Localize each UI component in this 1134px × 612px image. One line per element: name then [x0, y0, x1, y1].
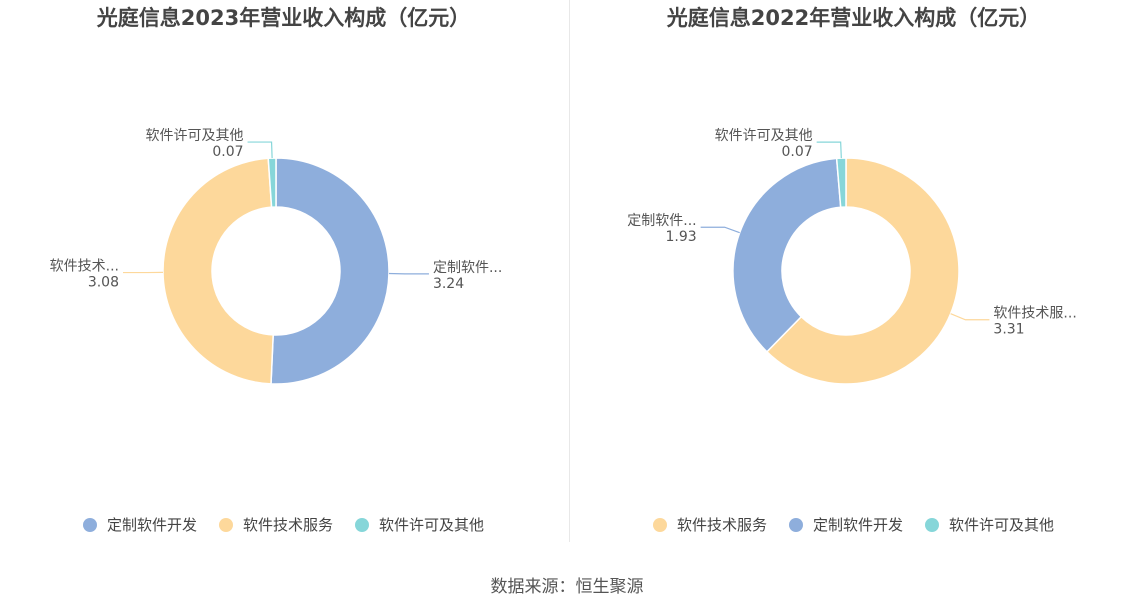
slice-value-label: 0.07 — [781, 144, 812, 160]
legend-marker — [925, 517, 939, 532]
label-leader-line — [950, 313, 990, 321]
pie-slice[interactable] — [270, 157, 390, 385]
slice-label: 软件技术... — [50, 259, 119, 275]
legend-label: 软件技术服务 — [242, 516, 333, 534]
pie-slice[interactable] — [162, 157, 274, 385]
label-leader-line — [247, 141, 273, 159]
slice-value-label: 3.31 — [993, 322, 1024, 338]
slice-label: 软件许可及其他 — [715, 128, 813, 144]
chart-legend: 定制软件开发 软件技术服务 软件许可及其他 — [0, 514, 567, 535]
legend-item[interactable]: 软件许可及其他 — [355, 514, 484, 535]
slice-value-label: 0.07 — [212, 144, 243, 160]
label-leader-line — [700, 226, 740, 234]
legend-label: 软件许可及其他 — [379, 516, 485, 534]
legend-label: 定制软件开发 — [812, 516, 903, 534]
legend-marker — [355, 517, 369, 532]
legend-label: 软件许可及其他 — [949, 516, 1055, 534]
slice-label: 定制软件... — [627, 213, 696, 229]
slice-label: 软件技术服... — [993, 306, 1076, 322]
chart-legend: 软件技术服务 定制软件开发 软件许可及其他 — [570, 514, 1134, 535]
slice-label: 定制软件... — [433, 260, 502, 276]
slice-label: 软件许可及其他 — [146, 128, 244, 144]
legend-label: 软件技术服务 — [676, 516, 767, 534]
slice-value-label: 3.24 — [433, 276, 464, 292]
legend-marker — [82, 517, 97, 532]
label-leader-line — [816, 141, 842, 159]
panel-divider — [569, 0, 570, 542]
chart-panel-2022: 光庭信息2022年营业收入构成（亿元） 软件技术服... 3.31 定制软件... 1… — [570, 0, 1134, 560]
legend-marker — [788, 517, 803, 532]
slice-value-label: 1.93 — [665, 229, 696, 245]
chart-title: 光庭信息2022年营业收入构成（亿元） — [666, 6, 1041, 30]
pie-slice[interactable] — [732, 157, 842, 353]
legend-item[interactable]: 定制软件开发 — [82, 514, 197, 535]
chart-panel-2023: 光庭信息2023年营业收入构成（亿元） 定制软件... 3.24 软件技术... 3.… — [0, 0, 567, 560]
chart-title: 光庭信息2023年营业收入构成（亿元） — [96, 6, 471, 30]
pie-slice[interactable] — [835, 157, 847, 209]
legend-label: 定制软件开发 — [106, 516, 197, 534]
legend-item[interactable]: 定制软件开发 — [788, 514, 903, 535]
legend-item[interactable]: 软件技术服务 — [218, 514, 333, 535]
legend-item[interactable]: 软件技术服务 — [652, 514, 767, 535]
pie-slice[interactable] — [765, 157, 960, 385]
legend-marker — [652, 517, 667, 532]
legend-item[interactable]: 软件许可及其他 — [925, 514, 1054, 535]
legend-marker — [218, 517, 233, 532]
slice-value-label: 3.08 — [88, 275, 119, 291]
data-source: 数据来源：恒生聚源 — [490, 577, 644, 597]
pie-slice[interactable] — [267, 157, 277, 208]
